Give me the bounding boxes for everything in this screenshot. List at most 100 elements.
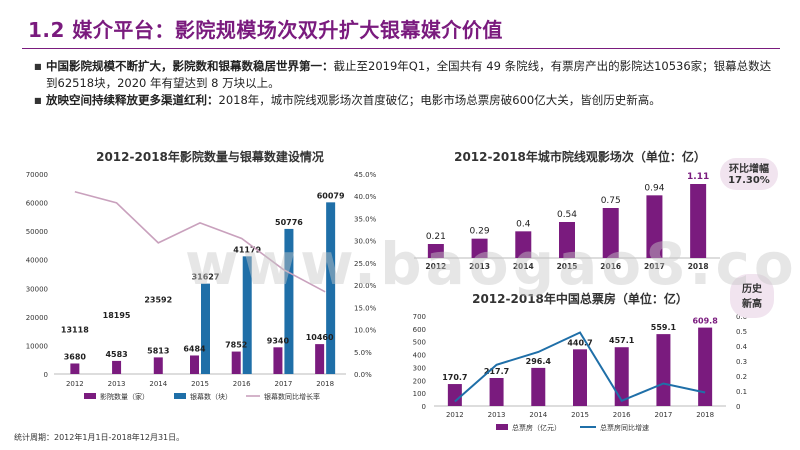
y2-tick-label: 15.0% bbox=[354, 304, 377, 312]
cinema-label: 5813 bbox=[147, 346, 169, 355]
bullet-item: 中国影院规模不断扩大，影院数和银幕数稳居世界第一：截止至2019年Q1，全国共有… bbox=[34, 58, 774, 92]
cinema-label: 10460 bbox=[306, 333, 334, 342]
y2-tick-label: 0.3 bbox=[736, 358, 747, 366]
footnote: 统计周期：2012年1月1日-2018年12月31日。 bbox=[14, 433, 185, 442]
y2-tick-label: 35.0% bbox=[354, 215, 377, 223]
x-tick-label: 2014 bbox=[149, 380, 167, 388]
x-tick-label: 2016 bbox=[613, 411, 631, 419]
y-tick-label: 60000 bbox=[26, 200, 48, 208]
cinema-bar bbox=[273, 347, 283, 374]
boxoffice-bar bbox=[531, 367, 546, 406]
y-tick-label: 30000 bbox=[26, 285, 48, 293]
y2-tick-label: 10.0% bbox=[354, 327, 377, 335]
boxoffice-label: 457.1 bbox=[609, 336, 635, 345]
y-tick-label: 300 bbox=[413, 364, 426, 372]
y2-tick-label: 20.0% bbox=[354, 282, 377, 290]
sessions-label: 0.4 bbox=[516, 219, 531, 229]
record-badge: 历史 新高 bbox=[730, 274, 774, 318]
sessions-bar bbox=[690, 184, 707, 258]
screen-label: 23592 bbox=[144, 296, 172, 305]
legend-swatch bbox=[84, 393, 96, 399]
bullet-list: 中国影院规模不断扩大，影院数和银幕数稳居世界第一：截止至2019年Q1，全国共有… bbox=[34, 58, 774, 109]
legend-swatch bbox=[496, 424, 508, 430]
x-tick-label: 2018 bbox=[688, 262, 709, 271]
screen-label: 60079 bbox=[317, 191, 345, 200]
x-tick-label: 2016 bbox=[600, 262, 621, 271]
boxoffice-label: 440.7 bbox=[567, 338, 592, 347]
badge-line: 历史 bbox=[742, 284, 762, 295]
growth-line bbox=[74, 191, 326, 293]
sessions-label: 0.54 bbox=[557, 210, 577, 220]
growth-badge: 环比增幅 17.30% bbox=[720, 158, 778, 190]
bullet-text: 截止至2019年Q1，全国共有 49 条院线，有票房产出的影院达10536家；银… bbox=[46, 59, 772, 90]
y2-tick-label: 0.2 bbox=[736, 373, 747, 381]
boxoffice-label: 217.7 bbox=[484, 367, 509, 376]
y-tick-label: 0 bbox=[422, 403, 426, 411]
boxoffice-bar bbox=[447, 384, 462, 406]
y-tick-label: 20000 bbox=[26, 314, 48, 322]
x-tick-label: 2017 bbox=[275, 380, 293, 388]
legend-label: 总票房（亿元） bbox=[512, 423, 561, 432]
bullet-text: 2018年，城市院线观影场次首度破亿；电影市场总票房破600亿大关，皆创历史新高… bbox=[218, 93, 661, 107]
x-tick-label: 2012 bbox=[66, 380, 84, 388]
y2-tick-label: 5.0% bbox=[354, 349, 372, 357]
x-tick-label: 2012 bbox=[425, 262, 446, 271]
legend-label: 总票房同比增速 bbox=[600, 423, 649, 432]
cinema-bar bbox=[70, 363, 80, 374]
cinema-bar bbox=[190, 355, 199, 374]
legend-label: 银幕数同比增长率 bbox=[264, 392, 320, 401]
y-tick-label: 200 bbox=[413, 377, 426, 385]
x-tick-label: 2013 bbox=[108, 380, 126, 388]
screen-bar bbox=[326, 202, 336, 374]
y2-tick-label: 0.1 bbox=[736, 388, 747, 396]
screen-label: 13118 bbox=[61, 326, 89, 335]
sessions-bar bbox=[602, 208, 619, 258]
cinema-label: 4583 bbox=[105, 350, 127, 359]
x-tick-label: 2018 bbox=[316, 380, 334, 388]
y-tick-label: 50000 bbox=[26, 228, 48, 236]
sessions-bar bbox=[559, 222, 575, 258]
screen-bar bbox=[201, 283, 210, 374]
bullet-bold: 放映空间持续释放更多渠道红利： bbox=[46, 93, 219, 107]
screen-label: 31627 bbox=[192, 273, 220, 282]
y-tick-label: 10000 bbox=[26, 342, 48, 350]
screen-label: 41179 bbox=[233, 245, 261, 254]
boxoffice-bar bbox=[656, 334, 671, 406]
x-tick-label: 2016 bbox=[233, 380, 251, 388]
badge-line: 环比增幅 bbox=[729, 164, 769, 175]
sessions-bar bbox=[515, 231, 532, 258]
sessions-bar bbox=[471, 238, 488, 258]
y-tick-label: 40000 bbox=[26, 257, 48, 265]
page-title: 1.2 媒介平台：影院规模场次双升扩大银幕媒介价值 bbox=[28, 18, 503, 42]
sessions-label: 0.29 bbox=[470, 227, 490, 237]
chart1-title: 2012-2018年影院数量与银幕数建设情况 bbox=[96, 150, 324, 164]
cinema-label: 9340 bbox=[267, 336, 290, 345]
y2-tick-label: 45.0% bbox=[354, 171, 377, 179]
boxoffice-label: 170.7 bbox=[442, 373, 467, 382]
boxoffice-label: 296.4 bbox=[526, 357, 552, 366]
sessions-bar bbox=[427, 244, 444, 258]
y2-tick-label: 0.0% bbox=[354, 371, 372, 379]
y-tick-label: 400 bbox=[413, 352, 426, 360]
y2-tick-label: 25.0% bbox=[354, 260, 377, 268]
x-tick-label: 2015 bbox=[571, 411, 589, 419]
boxoffice-bar bbox=[698, 327, 713, 406]
x-tick-label: 2017 bbox=[644, 262, 665, 271]
y-tick-label: 600 bbox=[413, 326, 426, 334]
cinema-bar bbox=[231, 351, 241, 374]
x-tick-label: 2012 bbox=[446, 411, 464, 419]
boxoffice-bar bbox=[489, 378, 504, 406]
legend-swatch bbox=[174, 393, 186, 399]
watermark: www.baogao8.com bbox=[185, 230, 800, 298]
cinema-label: 7852 bbox=[225, 341, 247, 350]
sessions-label: 0.75 bbox=[601, 196, 621, 206]
chart2: 0.21 2012 0.29 2013 0.4 2014 0.54 2015 0.75 2016 0… bbox=[414, 172, 720, 271]
x-tick-label: 2013 bbox=[469, 262, 490, 271]
y-tick-label: 500 bbox=[413, 339, 426, 347]
badge-line: 新高 bbox=[742, 299, 762, 310]
boxoffice-bar bbox=[573, 349, 587, 406]
screen-bar bbox=[242, 256, 252, 374]
title-divider bbox=[22, 48, 780, 49]
boxoffice-label: 559.1 bbox=[651, 323, 677, 332]
x-tick-label: 2015 bbox=[557, 262, 578, 271]
